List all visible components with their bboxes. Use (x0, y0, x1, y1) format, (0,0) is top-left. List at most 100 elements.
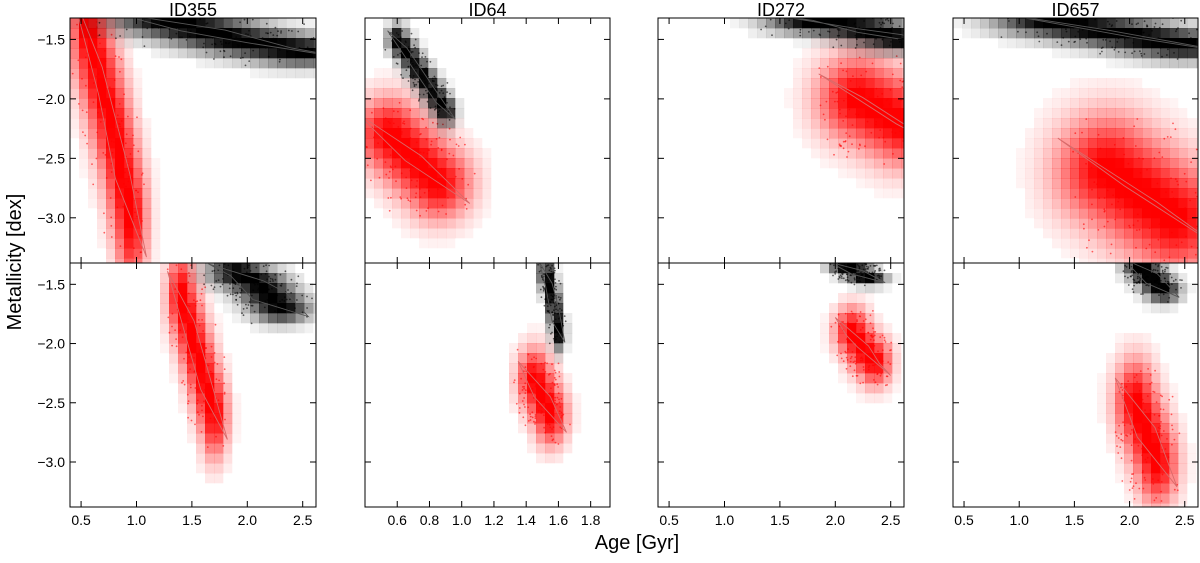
red-point (1158, 152, 1160, 154)
black-cell (1142, 58, 1151, 68)
black-point (1134, 51, 1136, 53)
black-point (1131, 23, 1133, 25)
black-cell (151, 48, 160, 58)
red-cell (133, 148, 142, 158)
red-point (1116, 435, 1118, 437)
red-point (524, 382, 526, 384)
red-point (926, 102, 928, 104)
black-point (554, 336, 556, 338)
red-point (401, 133, 403, 135)
black-cell (545, 343, 554, 353)
red-point (1160, 491, 1162, 493)
red-cell (1133, 218, 1142, 228)
red-point (198, 351, 200, 353)
red-point (123, 93, 125, 95)
red-cell (874, 148, 883, 158)
red-point (453, 155, 455, 157)
red-point (1144, 479, 1146, 481)
red-point (1121, 383, 1123, 385)
black-point (1086, 42, 1088, 44)
black-cell (1187, 58, 1196, 68)
red-point (125, 142, 127, 144)
red-cell (97, 188, 106, 198)
black-point (400, 36, 402, 38)
red-cell (455, 198, 464, 208)
red-cell (401, 88, 410, 98)
red-cell (97, 78, 106, 88)
red-cell (464, 148, 473, 158)
red-cell (374, 158, 383, 168)
red-point (187, 320, 189, 322)
red-cell (536, 343, 545, 353)
red-cell (1142, 503, 1151, 513)
red-cell (892, 343, 901, 353)
red-cell (829, 98, 838, 108)
red-point (387, 135, 389, 137)
red-point (546, 362, 548, 364)
black-point (184, 26, 186, 28)
red-point (422, 119, 424, 121)
black-point (422, 76, 424, 78)
red-point (911, 153, 913, 155)
black-point (834, 13, 836, 15)
black-point (553, 338, 555, 340)
black-point (230, 55, 232, 57)
black-point (274, 310, 276, 312)
red-cell (214, 343, 223, 353)
red-cell (829, 108, 838, 118)
black-point (222, 278, 224, 280)
red-point (938, 90, 940, 92)
red-point (1149, 227, 1151, 229)
red-point (932, 140, 934, 142)
black-point (839, 23, 841, 25)
red-point (109, 86, 111, 88)
red-cell (365, 78, 374, 88)
red-point (1103, 208, 1105, 210)
red-cell (1088, 208, 1097, 218)
black-cell (775, 28, 784, 38)
red-cell (518, 423, 527, 433)
black-point (255, 40, 257, 42)
red-cell (178, 383, 187, 393)
red-cell (151, 188, 160, 198)
red-point (1125, 434, 1127, 436)
red-cell (1097, 78, 1106, 88)
red-cell (1079, 248, 1088, 258)
black-point (546, 254, 548, 256)
red-point (1117, 201, 1119, 203)
red-cell (142, 188, 151, 198)
red-point (1081, 132, 1083, 134)
red-point (1184, 213, 1186, 215)
red-cell (383, 78, 392, 88)
red-point (917, 156, 919, 158)
red-point (1128, 163, 1130, 165)
black-point (287, 289, 289, 291)
black-cell (1061, 48, 1070, 58)
red-cell (437, 228, 446, 238)
black-point (414, 79, 416, 81)
red-point (522, 386, 524, 388)
black-cell (1115, 18, 1124, 28)
red-point (410, 137, 412, 139)
red-cell (1025, 158, 1034, 168)
red-point (203, 362, 205, 364)
black-point (551, 312, 553, 314)
red-cell (383, 178, 392, 188)
black-point (1169, 273, 1171, 275)
black-point (146, 28, 148, 30)
black-point (229, 42, 231, 44)
red-cell (802, 68, 811, 78)
black-point (432, 78, 434, 80)
red-cell (572, 393, 581, 403)
black-point (252, 289, 254, 291)
red-cell (892, 88, 901, 98)
red-point (116, 187, 118, 189)
red-point (379, 177, 381, 179)
y-axis-label: Metallicity [dex] (4, 194, 26, 331)
red-point (1131, 478, 1133, 480)
red-cell (793, 78, 802, 88)
black-point (246, 307, 248, 309)
red-cell (811, 68, 820, 78)
red-point (224, 393, 226, 395)
black-point (249, 301, 251, 303)
